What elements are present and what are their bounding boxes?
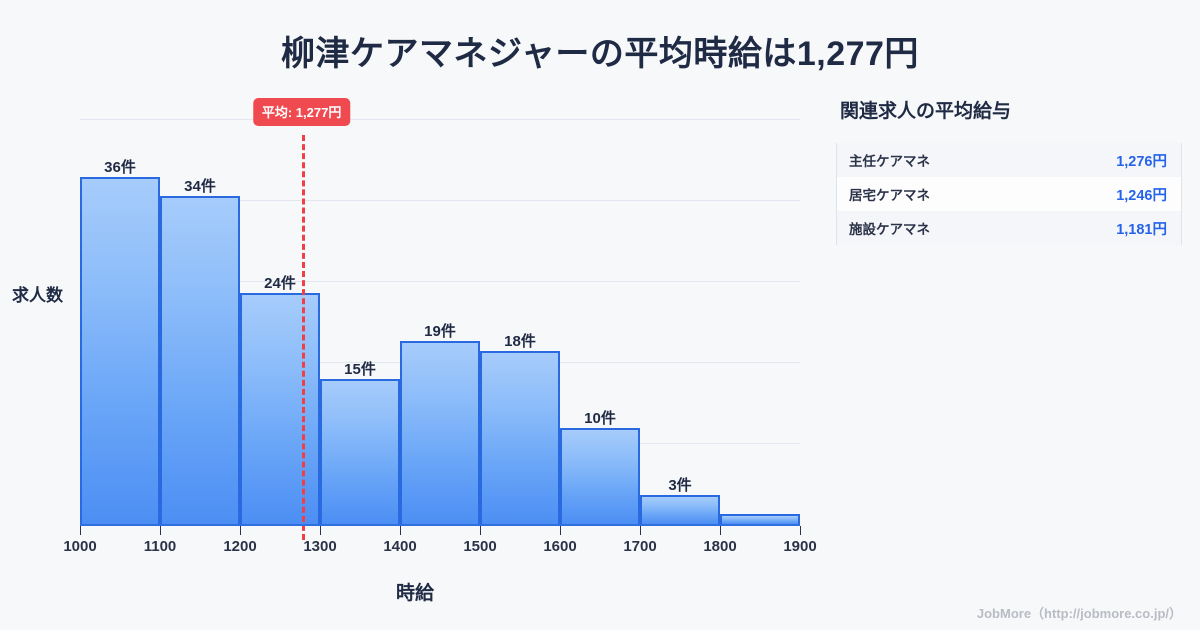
histogram-bar [640, 495, 720, 524]
related-salary-panel: 関連求人の平均給与 主任ケアマネ 1,276円居宅ケアマネ 1,246円施設ケアマネ… [836, 96, 1182, 245]
x-axis-tick [400, 526, 401, 535]
x-axis-tick-label: 1500 [463, 538, 497, 555]
average-badge: 平均: 1,277円 [252, 98, 351, 126]
salary-row: 施設ケアマネ 1,181円 [837, 211, 1181, 245]
average-line [301, 135, 305, 540]
x-axis-tick-label: 1000 [63, 538, 97, 555]
gridline [80, 280, 800, 282]
x-axis-tick [800, 526, 801, 535]
bar-value-label: 34件 [184, 178, 216, 196]
x-axis-tick-label: 1200 [223, 538, 257, 555]
x-axis-tick [720, 526, 721, 535]
x-axis-title: 時給 [395, 583, 434, 604]
salary-row-label: 主任ケアマネ [849, 154, 930, 169]
x-axis-tick [560, 526, 561, 535]
histogram-bar [320, 379, 400, 524]
gridline [80, 118, 800, 120]
bar-value-label: 18件 [504, 332, 536, 350]
x-axis-tick-label: 1600 [543, 538, 577, 555]
histogram-chart: 求人数 36件 34件 24件 15件 19件 18件 10件 3件 平均: 1,277円 1… [0, 86, 830, 606]
x-axis-tick-label: 1400 [383, 538, 417, 555]
bar-value-label: 24件 [264, 274, 296, 292]
salary-row-value: 1,181円 [1116, 221, 1167, 238]
x-axis-line [80, 524, 800, 526]
histogram-bar [480, 350, 560, 524]
related-salary-title: 関連求人の平均給与 [840, 101, 1012, 122]
x-axis-tick [160, 526, 161, 535]
x-axis-tick-label: 1700 [623, 538, 657, 555]
histogram-bar [80, 177, 160, 524]
salary-row: 居宅ケアマネ 1,246円 [837, 177, 1181, 211]
bar-value-label: 36件 [104, 159, 136, 177]
salary-row-value: 1,276円 [1116, 153, 1167, 170]
salary-row: 主任ケアマネ 1,276円 [837, 143, 1181, 177]
x-axis-tick [320, 526, 321, 535]
plot-region: 36件 34件 24件 15件 19件 18件 10件 3件 [80, 100, 800, 540]
x-axis-tick [640, 526, 641, 535]
histogram-bar [160, 196, 240, 524]
page-title: 柳津ケアマネジャーの平均時給は1,277円 [281, 35, 919, 73]
x-axis-tick-label: 1100 [143, 538, 177, 555]
histogram-bar [720, 514, 800, 524]
salary-row-label: 施設ケアマネ [849, 222, 930, 237]
histogram-bar [560, 427, 640, 524]
bar-value-label: 15件 [344, 361, 376, 379]
bar-value-label: 19件 [424, 322, 456, 340]
x-axis-tick-label: 1900 [783, 538, 817, 555]
related-salary-table: 主任ケアマネ 1,276円居宅ケアマネ 1,246円施設ケアマネ 1,181円 [836, 143, 1182, 245]
x-axis-tick-label: 1300 [303, 538, 337, 555]
x-axis-tick [480, 526, 481, 535]
x-axis-tick [80, 526, 81, 535]
y-axis-title: 求人数 [12, 286, 63, 305]
bar-value-label: 10件 [584, 409, 616, 427]
salary-row-label: 居宅ケアマネ [849, 188, 930, 203]
bar-value-label: 3件 [668, 477, 692, 495]
footer-attribution: JobMore（http://jobmore.co.jp/） [976, 606, 1182, 621]
salary-row-value: 1,246円 [1116, 187, 1167, 204]
histogram-bar [240, 292, 320, 524]
x-axis-tick-label: 1800 [703, 538, 737, 555]
gridline [80, 199, 800, 201]
histogram-bar [400, 340, 480, 524]
x-axis-tick [240, 526, 241, 535]
